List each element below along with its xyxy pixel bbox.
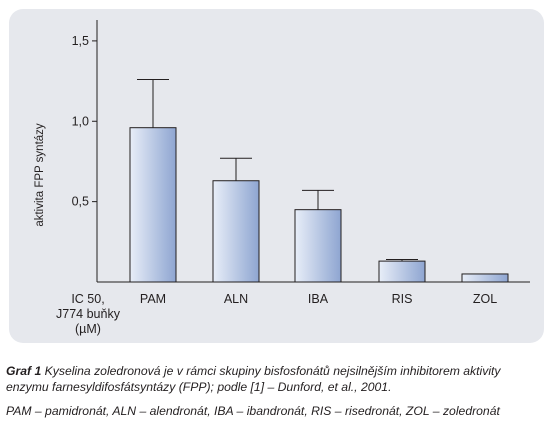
caption-text: Kyselina zoledronová je v rámci skupiny … (6, 364, 501, 394)
chart-labels: 0,5 1,0 1,5 PAM ALN IBA RIS ZOL IC 50,J774 buňky… (56, 34, 497, 336)
x-axis-title-line: IC 50, (71, 292, 104, 306)
figure-caption: Graf 1 Kyselina zoledronová je v rámci s… (6, 363, 546, 395)
bar-chart: 0,5 1,0 1,5 PAM ALN IBA RIS ZOL IC 50,J774 buňky… (34, 20, 530, 336)
y-tick-label: 0,5 (72, 195, 89, 209)
y-tick-label: 1,5 (72, 34, 89, 48)
x-axis-title-line: J774 buňky (56, 307, 121, 321)
abbreviation-legend: PAM – pamidronát, ALN – alendronát, IBA … (6, 404, 500, 418)
y-tick-label: 1,0 (72, 114, 89, 128)
y-axis-label: aktivita FPP syntázy (34, 123, 46, 227)
x-category-label: PAM (140, 292, 166, 306)
bar-aln (212, 180, 260, 283)
x-category-label: ALN (224, 292, 248, 306)
chart-bars (129, 78, 509, 283)
bar-iba (294, 209, 342, 283)
bar-ris (378, 260, 426, 283)
bar-zol (461, 273, 509, 283)
x-category-label: IBA (308, 292, 329, 306)
bar-pam (129, 127, 177, 283)
x-category-label: ZOL (473, 292, 497, 306)
x-category-label: RIS (392, 292, 413, 306)
caption-lead: Graf 1 (6, 364, 42, 378)
chart-panel (9, 9, 544, 343)
x-axis-title-line: (µM) (75, 322, 101, 336)
